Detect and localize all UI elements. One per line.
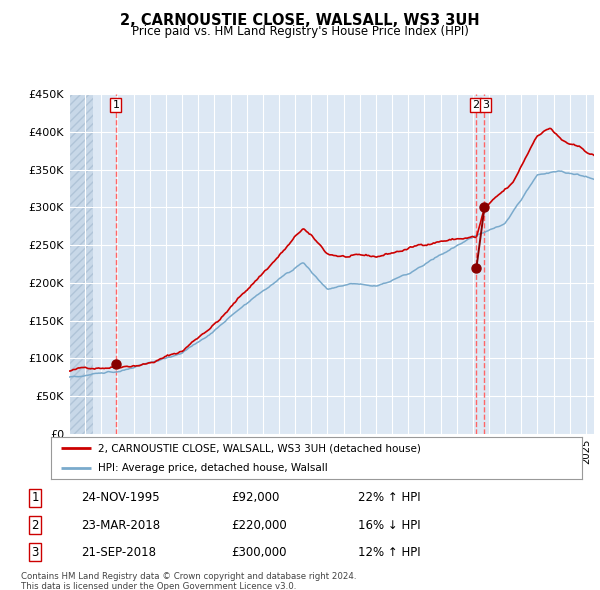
Text: 3: 3: [482, 100, 489, 110]
Text: 2: 2: [31, 519, 39, 532]
Text: £92,000: £92,000: [231, 491, 279, 504]
Text: Contains HM Land Registry data © Crown copyright and database right 2024.: Contains HM Land Registry data © Crown c…: [21, 572, 356, 581]
Text: 24-NOV-1995: 24-NOV-1995: [81, 491, 160, 504]
Text: 2: 2: [472, 100, 479, 110]
Text: 3: 3: [31, 546, 39, 559]
Text: 21-SEP-2018: 21-SEP-2018: [81, 546, 156, 559]
Bar: [69, 94, 93, 434]
Text: This data is licensed under the Open Government Licence v3.0.: This data is licensed under the Open Gov…: [21, 582, 296, 590]
Text: £300,000: £300,000: [231, 546, 286, 559]
Text: HPI: Average price, detached house, Walsall: HPI: Average price, detached house, Wals…: [98, 463, 328, 473]
Text: 16% ↓ HPI: 16% ↓ HPI: [358, 519, 420, 532]
Text: 22% ↑ HPI: 22% ↑ HPI: [358, 491, 420, 504]
Text: Price paid vs. HM Land Registry's House Price Index (HPI): Price paid vs. HM Land Registry's House …: [131, 25, 469, 38]
Text: 2, CARNOUSTIE CLOSE, WALSALL, WS3 3UH (detached house): 2, CARNOUSTIE CLOSE, WALSALL, WS3 3UH (d…: [98, 443, 421, 453]
Text: 2, CARNOUSTIE CLOSE, WALSALL, WS3 3UH: 2, CARNOUSTIE CLOSE, WALSALL, WS3 3UH: [120, 13, 480, 28]
Text: £220,000: £220,000: [231, 519, 287, 532]
Text: 12% ↑ HPI: 12% ↑ HPI: [358, 546, 420, 559]
Text: 23-MAR-2018: 23-MAR-2018: [81, 519, 160, 532]
Text: 1: 1: [112, 100, 119, 110]
Text: 1: 1: [31, 491, 39, 504]
